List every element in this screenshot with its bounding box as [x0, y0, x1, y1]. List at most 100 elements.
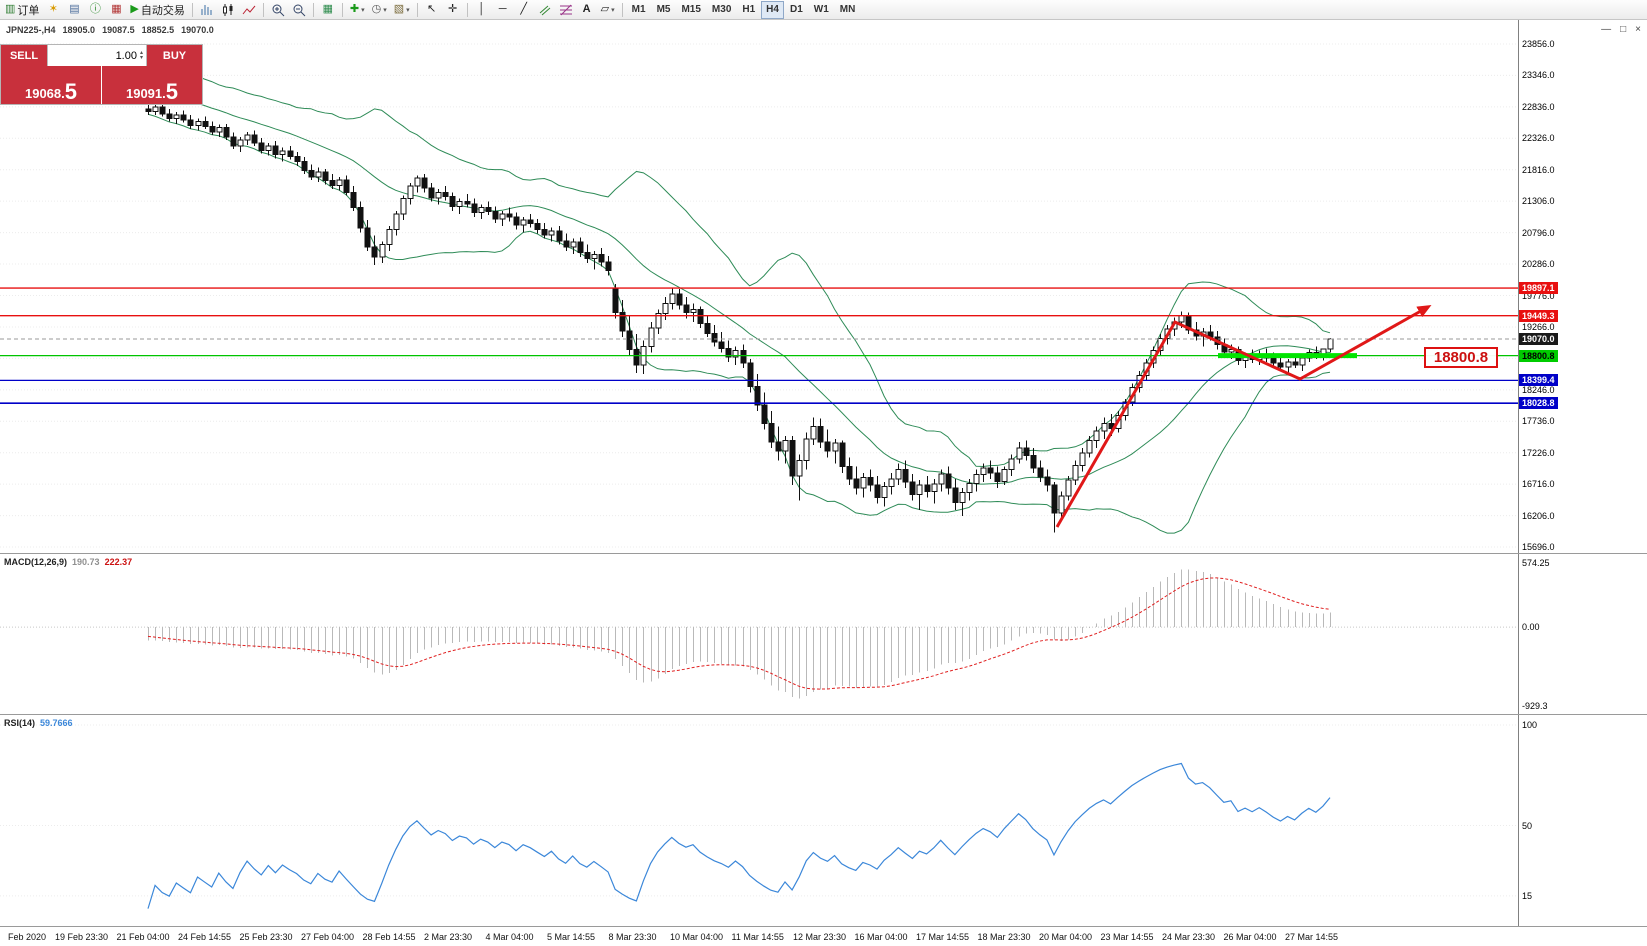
price-axis-label: 17736.0 [1522, 416, 1555, 427]
profiles-button[interactable]: ▤ [64, 1, 84, 19]
time-axis-label: 26 Mar 04:00 [1223, 932, 1277, 942]
rsi-indicator-label: RSI(14) 59.7666 [4, 718, 73, 728]
minimize-button[interactable]: — [1601, 24, 1612, 35]
macd-name: MACD(12,26,9) [4, 557, 68, 567]
wizard-button[interactable]: ✶ [43, 1, 63, 19]
time-axis-label: 28 Feb 14:55 [362, 932, 416, 942]
macd-axis-label: 574.25 [1522, 558, 1550, 568]
sell-price[interactable]: 19068. 5 [1, 66, 101, 104]
toolbar-separator [191, 2, 193, 17]
timeframe-button-mn[interactable]: MN [835, 1, 861, 19]
fibonacci-tool-button[interactable] [556, 1, 576, 19]
indicators-button[interactable]: ✚ ▾ [347, 1, 368, 19]
window-controls: — □ × [1601, 24, 1641, 35]
zoom-out-button[interactable] [289, 1, 309, 19]
timeframe-button-h4[interactable]: H4 [761, 0, 784, 19]
candlestick-icon [222, 3, 233, 16]
autotrading-button[interactable]: ▶ 自动交易 [127, 1, 187, 19]
support-zone[interactable] [1218, 353, 1357, 359]
sell-button[interactable]: SELL [1, 45, 47, 66]
buy-price-main: 19091. [125, 86, 166, 101]
macd-value-signal: 222.37 [104, 557, 133, 567]
crosshair-button[interactable]: ✛ [443, 1, 463, 19]
periods-button[interactable]: ◷ ▾ [369, 1, 390, 19]
buy-price[interactable]: 19091. 5 [102, 66, 202, 104]
rsi-line [147, 762, 1331, 909]
sell-price-main: 19068. [24, 86, 65, 101]
price-axis-label: 17226.0 [1522, 447, 1555, 458]
vline-tool-button[interactable]: │ [472, 1, 492, 19]
chart-open: 18905.0 [62, 25, 96, 35]
time-axis-label: 24 Feb 14:55 [178, 932, 232, 942]
data-window-button[interactable]: ⓘ [85, 1, 105, 19]
trend-arrow[interactable] [1055, 305, 1432, 528]
market-watch-button[interactable]: ▦ [106, 1, 126, 19]
hline-tool-button[interactable]: ─ [493, 1, 513, 19]
buy-button[interactable]: BUY [147, 45, 202, 66]
toolbar-separator [312, 2, 314, 17]
time-axis-label: 21 Feb 04:00 [116, 932, 170, 942]
chevron-down-icon: ▾ [383, 6, 387, 14]
bar-chart-button[interactable] [197, 1, 217, 19]
time-axis-label: 11 Mar 14:55 [731, 932, 784, 942]
tile-windows-button[interactable]: ▦ [318, 1, 338, 19]
price-axis [1518, 20, 1647, 926]
restore-button[interactable]: □ [1620, 24, 1627, 35]
panel-separator[interactable] [0, 553, 1647, 554]
panel-separator [0, 926, 1647, 927]
price-level-badge: 19070.0 [1519, 333, 1558, 346]
trendline-tool-button[interactable]: ╱ [514, 1, 534, 19]
timeframe-button-m1[interactable]: M1 [627, 1, 651, 19]
toolbar-separator [416, 2, 418, 17]
timeframe-button-d1[interactable]: D1 [785, 1, 808, 19]
cursor-button[interactable]: ↖ [422, 1, 442, 19]
templates-button[interactable]: ▧ ▾ [391, 1, 413, 19]
candlestick-button[interactable] [218, 1, 238, 19]
buy-price-big-digit: 5 [165, 79, 178, 104]
macd-panel[interactable] [0, 554, 1518, 714]
timeframe-button-h1[interactable]: H1 [737, 1, 760, 19]
price-axis-label: 19266.0 [1522, 321, 1555, 332]
spinner-down-icon[interactable]: ▾ [139, 54, 143, 61]
timeframe-button-w1[interactable]: W1 [809, 1, 834, 19]
channel-icon [539, 5, 550, 15]
channel-tool-button[interactable] [535, 1, 555, 19]
price-axis-label: 16206.0 [1522, 510, 1555, 521]
close-button[interactable]: × [1635, 24, 1641, 35]
price-axis-label: 21306.0 [1522, 196, 1555, 207]
wizard-icon: ✶ [48, 3, 59, 15]
volume-input[interactable]: 1.00 ▴ ▾ [47, 45, 147, 66]
one-click-trading-panel: SELL 1.00 ▴ ▾ BUY 19068. 5 19091. 5 [0, 44, 203, 105]
time-axis-label: Feb 2020 [8, 932, 47, 942]
price-chart[interactable] [0, 20, 1518, 553]
sell-price-big-digit: 5 [64, 79, 77, 104]
time-axis-label: 20 Mar 04:00 [1039, 932, 1093, 942]
price-axis-label: 23346.0 [1522, 70, 1555, 81]
timeframe-button-m15[interactable]: M15 [676, 1, 705, 19]
price-axis-label: 18246.0 [1522, 384, 1555, 395]
volume-spinner[interactable]: ▴ ▾ [139, 49, 143, 61]
fibonacci-icon [559, 4, 572, 15]
chevron-down-icon: ▾ [361, 6, 365, 14]
chart-low: 18852.5 [141, 25, 175, 35]
text-tool-button[interactable]: A [577, 1, 597, 19]
trendline-icon: ╱ [520, 3, 527, 15]
toolbar-separator [341, 2, 343, 17]
zoom-in-button[interactable] [268, 1, 288, 19]
shapes-tool-button[interactable]: ▱ ▾ [598, 1, 618, 19]
timeframe-button-m30[interactable]: M30 [707, 1, 736, 19]
price-axis-label: 15696.0 [1522, 542, 1555, 553]
timeframe-button-m5[interactable]: M5 [652, 1, 676, 19]
new-order-icon: ▥ [5, 3, 16, 15]
new-order-button[interactable]: ▥ 订单 [2, 1, 42, 19]
time-axis-label: 18 Mar 23:30 [977, 932, 1031, 942]
toolbar-separator [466, 2, 468, 17]
zoom-in-icon [272, 4, 285, 16]
spinner-up-icon[interactable]: ▴ [139, 49, 143, 56]
line-chart-button[interactable] [239, 1, 259, 19]
rsi-panel[interactable] [0, 715, 1518, 926]
rsi-axis-label: 100 [1522, 720, 1538, 731]
price-annotation-label[interactable]: 18800.8 [1424, 347, 1498, 368]
panel-separator[interactable] [0, 714, 1647, 715]
rsi-name: RSI(14) [4, 718, 36, 728]
